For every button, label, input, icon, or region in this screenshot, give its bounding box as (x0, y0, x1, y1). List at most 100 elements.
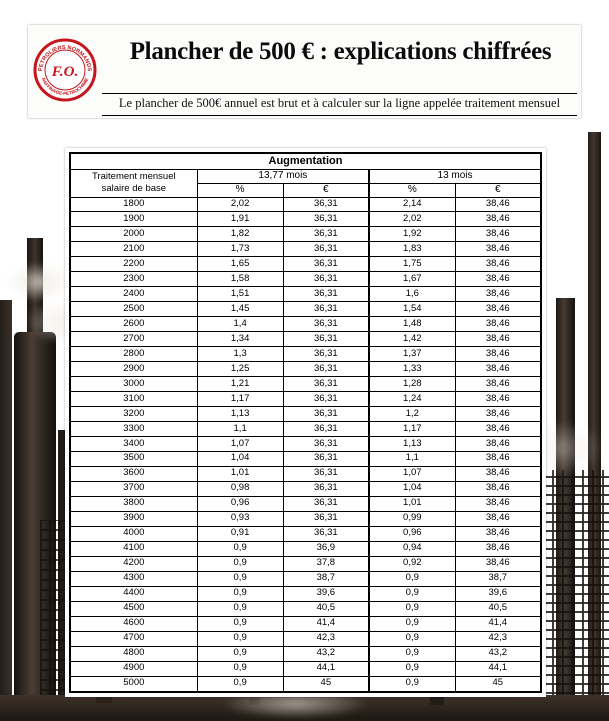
eur-13-cell: 38,46 (454, 376, 542, 393)
salaire-base-cell: 4400 (69, 585, 198, 602)
salaire-base-cell: 2000 (69, 226, 198, 243)
eur-13-cell: 38,46 (454, 226, 542, 243)
pct-13-cell: 1,33 (368, 361, 456, 378)
subtitle: Le plancher de 500€ annuel est brut et à… (118, 96, 561, 110)
table-row: 4200 0,9 37,8 0,92 38,46 (69, 555, 542, 572)
salaire-base-cell: 4200 (69, 555, 198, 572)
salaire-base-cell: 2200 (69, 256, 198, 273)
col-group-1377-mois: 13,77 mois (196, 168, 370, 184)
table-row: 3500 1,04 36,31 1,1 38,46 (69, 450, 542, 467)
eur-1377-cell: 44,1 (282, 660, 370, 677)
pct-1377-cell: 0,9 (196, 555, 284, 572)
salaire-base-cell: 2500 (69, 301, 198, 318)
eur-1377-cell: 36,31 (282, 271, 370, 288)
table-row: 2700 1,34 36,31 1,42 38,46 (69, 331, 542, 348)
eur-13-cell: 38,46 (454, 196, 542, 213)
pct-1377-cell: 0,9 (196, 615, 284, 632)
table-row: 1900 1,91 36,31 2,02 38,46 (69, 211, 542, 228)
table-row: 4400 0,9 39,6 0,9 39,6 (69, 585, 542, 602)
eur-13-cell: 38,7 (454, 570, 542, 587)
salaire-base-cell: 1900 (69, 211, 198, 228)
pct-13-cell: 2,14 (368, 196, 456, 213)
eur-13-cell: 38,46 (454, 331, 542, 348)
table-row: 4500 0,9 40,5 0,9 40,5 (69, 600, 542, 617)
eur-13-cell: 38,46 (454, 271, 542, 288)
eur-1377-cell: 36,31 (282, 256, 370, 273)
pct-13-cell: 1,1 (368, 450, 456, 467)
eur-1377-cell: 36,31 (282, 450, 370, 467)
eur-1377-cell: 42,3 (282, 630, 370, 647)
pct-1377-cell: 1,07 (196, 436, 284, 452)
table-row: 2900 1,25 36,31 1,33 38,46 (69, 361, 542, 378)
pct-13-cell: 0,9 (368, 615, 456, 632)
salaire-base-cell: 3500 (69, 450, 198, 467)
salaire-base-cell: 3000 (69, 376, 198, 393)
eur-13-cell: 41,4 (454, 615, 542, 632)
eur-13-cell: 38,46 (454, 406, 542, 423)
eur-1377-cell: 41,4 (282, 615, 370, 632)
table-row: 3600 1,01 36,31 1,07 38,46 (69, 465, 542, 482)
pct-13-cell: 1,24 (368, 391, 456, 408)
table-row: 3900 0,93 36,31 0,99 38,46 (69, 510, 542, 527)
eur-1377-cell: 36,9 (282, 540, 370, 557)
pct-1377-cell: 1,21 (196, 376, 284, 393)
table-row: 2100 1,73 36,31 1,83 38,46 (69, 241, 542, 258)
pct-1377-cell: 0,96 (196, 495, 284, 512)
table-panel: Augmentation Traitement mensuel salaire … (65, 148, 546, 697)
salaire-base-cell: 5000 (69, 675, 198, 693)
document-header: PETROLIERS NORMANDS RAFFINAGE-PETROCHIMI… (28, 25, 581, 118)
pct-13-cell: 0,9 (368, 660, 456, 677)
pct-header-1377: % (196, 182, 284, 198)
pct-1377-cell: 2,02 (196, 196, 284, 213)
pct-1377-cell: 1,65 (196, 256, 284, 273)
col-header-line1: Traitement mensuel (92, 171, 176, 183)
pct-1377-cell: 0,9 (196, 660, 284, 677)
eur-1377-cell: 36,31 (282, 525, 370, 542)
salaire-base-cell: 4300 (69, 570, 198, 587)
eur-13-cell: 38,46 (454, 510, 542, 527)
table-row: 5000 0,9 45 0,9 45 (69, 675, 542, 693)
eur-13-cell: 40,5 (454, 600, 542, 617)
pct-1377-cell: 1,01 (196, 465, 284, 482)
eur-13-cell: 38,46 (454, 495, 542, 512)
pct-13-cell: 0,9 (368, 630, 456, 647)
pct-13-cell: 0,94 (368, 540, 456, 557)
eur-13-cell: 38,46 (454, 301, 542, 318)
eur-13-cell: 38,46 (454, 525, 542, 542)
pct-13-cell: 1,01 (368, 495, 456, 512)
divider-line (102, 115, 577, 116)
eur-1377-cell: 36,31 (282, 436, 370, 452)
eur-13-cell: 39,6 (454, 585, 542, 602)
table-row: 2200 1,65 36,31 1,75 38,46 (69, 256, 542, 273)
table-row: 2600 1,4 36,31 1,48 38,46 (69, 316, 542, 333)
pct-13-cell: 1,54 (368, 301, 456, 318)
table-title: Augmentation (69, 152, 542, 170)
table-row: 3700 0,98 36,31 1,04 38,46 (69, 480, 542, 497)
pct-13-cell: 0,9 (368, 645, 456, 662)
eur-13-cell: 38,46 (454, 391, 542, 408)
eur-13-cell: 38,46 (454, 480, 542, 497)
pct-13-cell: 1,07 (368, 465, 456, 482)
table-row: 4700 0,9 42,3 0,9 42,3 (69, 630, 542, 647)
pct-13-cell: 1,04 (368, 480, 456, 497)
pct-1377-cell: 1,73 (196, 241, 284, 258)
table-row: 4900 0,9 44,1 0,9 44,1 (69, 660, 542, 677)
eur-1377-cell: 36,31 (282, 331, 370, 348)
smoke-plume (4, 262, 74, 302)
table-row: 4600 0,9 41,4 0,9 41,4 (69, 615, 542, 632)
table-row: 1800 2,02 36,31 2,14 38,46 (69, 196, 542, 213)
refinery-stack-silhouette (0, 300, 12, 721)
table-row: 3000 1,21 36,31 1,28 38,46 (69, 376, 542, 393)
eur-1377-cell: 36,31 (282, 406, 370, 423)
eur-13-cell: 38,46 (454, 555, 542, 572)
col-header-salaire-base: Traitement mensuel salaire de base (69, 168, 198, 198)
pct-13-cell: 1,92 (368, 226, 456, 243)
eur-1377-cell: 36,31 (282, 391, 370, 408)
table-row: 3800 0,96 36,31 1,01 38,46 (69, 495, 542, 512)
eur-1377-cell: 37,8 (282, 555, 370, 572)
salaire-base-cell: 4500 (69, 600, 198, 617)
salaire-base-cell: 3600 (69, 465, 198, 482)
table-row: 2300 1,58 36,31 1,67 38,46 (69, 271, 542, 288)
pct-13-cell: 1,42 (368, 331, 456, 348)
pct-header-13: % (368, 182, 456, 198)
